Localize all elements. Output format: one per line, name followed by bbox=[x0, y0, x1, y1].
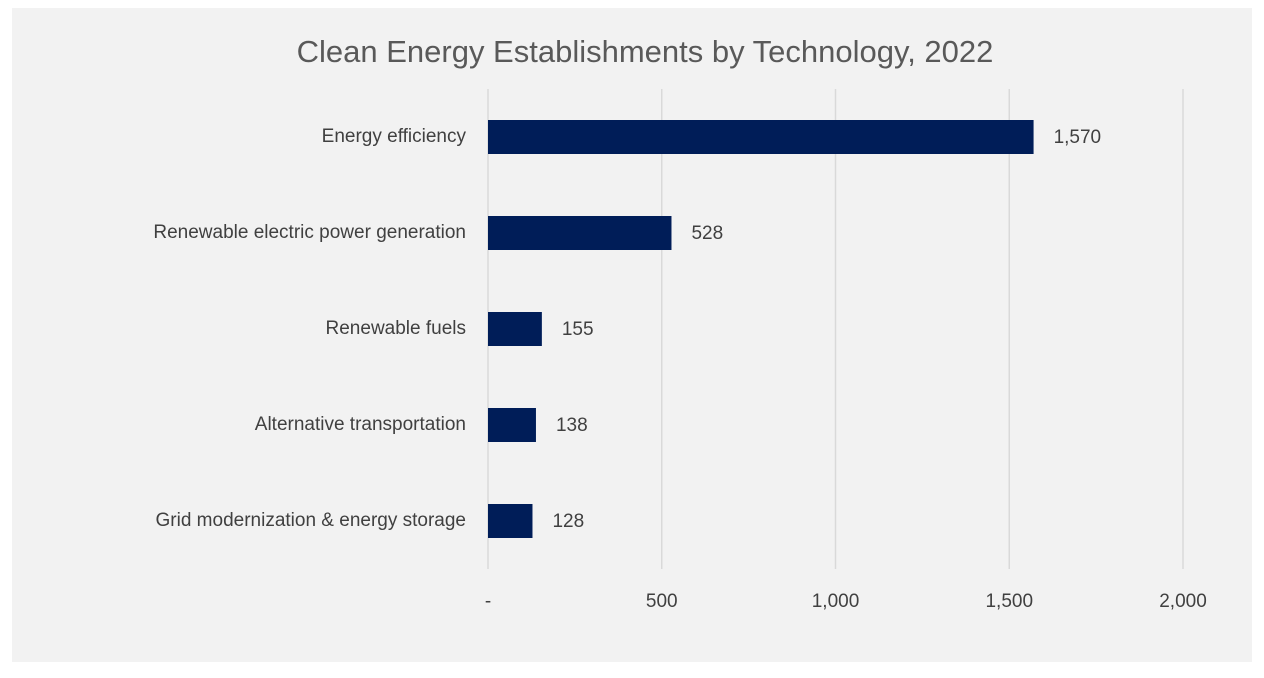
y-tick-label: Grid modernization & energy storage bbox=[156, 510, 467, 531]
chart-background bbox=[12, 8, 1252, 662]
data-label: 1,570 bbox=[1054, 127, 1102, 148]
chart-title: Clean Energy Establishments by Technolog… bbox=[297, 34, 994, 69]
x-tick-label: - bbox=[485, 591, 491, 612]
x-tick-label: 1,000 bbox=[812, 591, 860, 612]
data-label: 138 bbox=[556, 415, 588, 436]
y-tick-label: Renewable fuels bbox=[326, 318, 466, 339]
x-tick-label: 500 bbox=[646, 591, 678, 612]
data-label: 155 bbox=[562, 319, 594, 340]
x-tick-label: 1,500 bbox=[985, 591, 1033, 612]
x-tick-label: 2,000 bbox=[1159, 591, 1207, 612]
bar bbox=[488, 216, 672, 250]
bar bbox=[488, 504, 533, 538]
y-tick-label: Renewable electric power generation bbox=[153, 222, 466, 243]
bar bbox=[488, 408, 536, 442]
bar bbox=[488, 120, 1034, 154]
data-label: 528 bbox=[691, 223, 723, 244]
y-tick-label: Energy efficiency bbox=[322, 126, 467, 147]
bar bbox=[488, 312, 542, 346]
data-label: 128 bbox=[552, 511, 584, 532]
y-tick-label: Alternative transportation bbox=[255, 414, 466, 435]
